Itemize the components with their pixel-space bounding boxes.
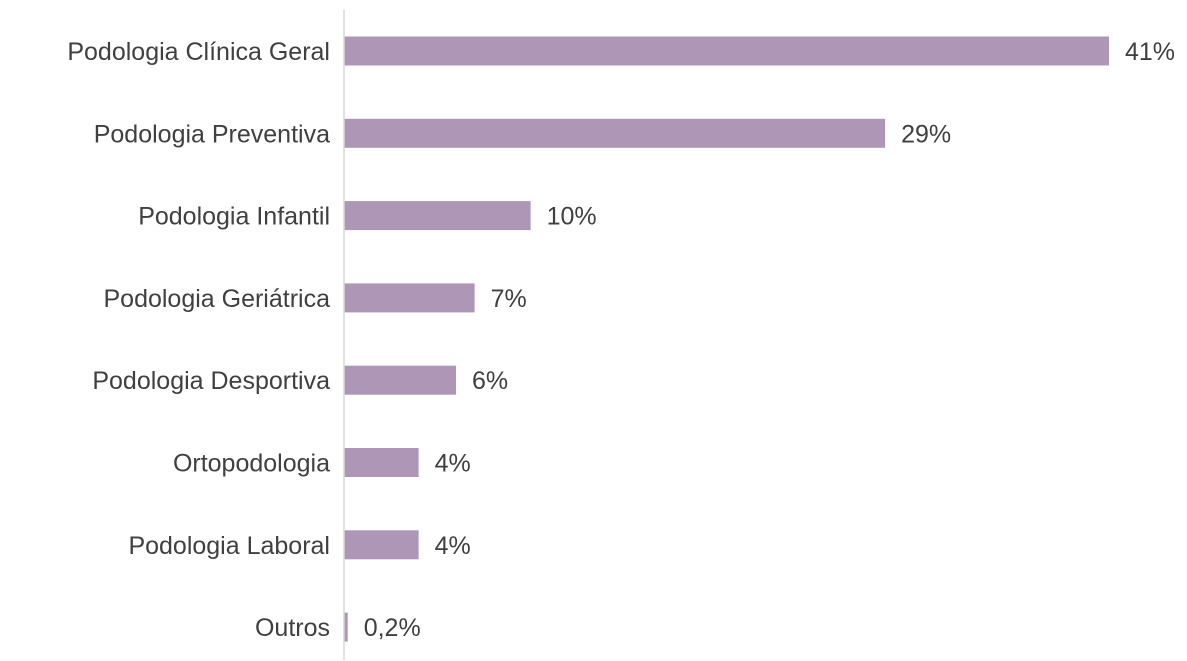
category-label-0: Podologia Clínica Geral — [67, 38, 330, 66]
category-label-5: Ortopodologia — [173, 450, 330, 478]
category-labels-group: Podologia Clínica Geral Podologia Prevent… — [67, 38, 330, 642]
category-label-7: Outros — [255, 614, 330, 642]
value-label-3: 7% — [491, 285, 527, 313]
bar-0 — [344, 36, 1109, 66]
bar-1 — [344, 118, 886, 148]
category-label-3: Podologia Geriátrica — [103, 285, 330, 313]
value-label-5: 4% — [435, 450, 471, 478]
category-label-1: Podologia Preventiva — [94, 120, 330, 148]
value-label-7: 0,2% — [364, 614, 421, 642]
bar-7 — [344, 612, 348, 642]
bar-4 — [344, 365, 456, 395]
category-label-2: Podologia Infantil — [138, 203, 330, 231]
bars-group — [344, 36, 1109, 642]
value-labels-group: 41% 29% 10% 7% 6% 4% 4% 0,2% — [364, 38, 1175, 642]
bar-2 — [344, 201, 531, 231]
bar-5 — [344, 448, 419, 477]
category-label-6: Podologia Laboral — [128, 532, 330, 560]
value-label-1: 29% — [901, 120, 951, 148]
value-label-2: 10% — [547, 203, 597, 231]
value-label-4: 6% — [472, 367, 508, 395]
value-label-6: 4% — [435, 532, 471, 560]
category-label-4: Podologia Desportiva — [92, 367, 330, 395]
bar-3 — [344, 283, 475, 313]
bar-6 — [344, 530, 419, 560]
value-label-0: 41% — [1125, 38, 1175, 66]
